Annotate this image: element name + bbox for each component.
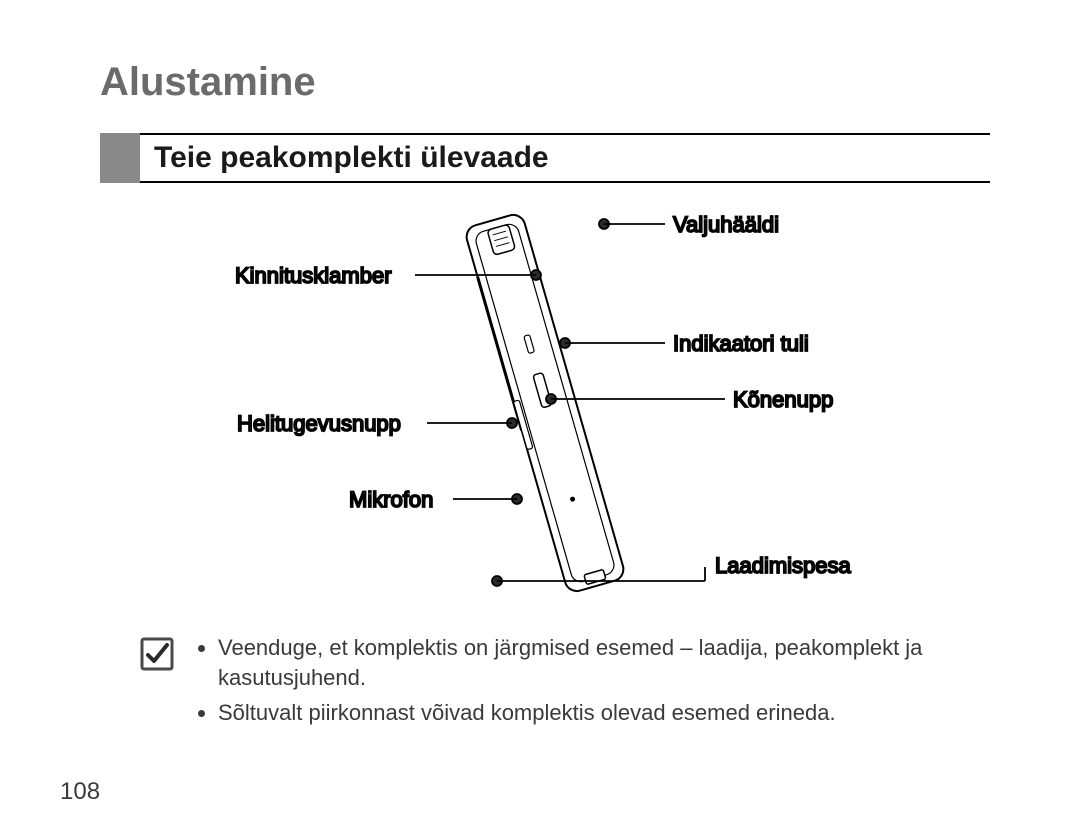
page-number: 108 xyxy=(60,778,100,806)
page-title: Alustamine xyxy=(100,60,990,105)
label-microphone: Mikrofon xyxy=(349,487,433,512)
label-clip: Kinnitusklamber xyxy=(235,263,392,288)
notes-block: Veenduge, et komplektis on järgmised ese… xyxy=(140,633,970,734)
label-talk-button: Kõnenupp xyxy=(733,387,833,412)
label-charging-port: Laadimispesa xyxy=(715,553,852,578)
label-volume-button: Helitugevusnupp xyxy=(237,411,401,436)
checkbox-icon xyxy=(140,637,174,671)
note-item: Veenduge, et komplektis on järgmised ese… xyxy=(218,633,970,692)
headset-diagram: Valjuhääldi Kinnitusklamber Indikaatori … xyxy=(165,203,925,603)
section-tab xyxy=(100,133,140,183)
section-heading: Teie peakomplekti ülevaade xyxy=(140,133,990,183)
diagram-container: Valjuhääldi Kinnitusklamber Indikaatori … xyxy=(100,203,990,603)
label-speaker: Valjuhääldi xyxy=(673,212,779,237)
manual-page: Alustamine Teie peakomplekti ülevaade xyxy=(0,0,1080,840)
section-bar: Teie peakomplekti ülevaade xyxy=(100,133,990,183)
notes-list: Veenduge, et komplektis on järgmised ese… xyxy=(196,633,970,734)
note-item: Sõltuvalt piirkonnast võivad komplektis … xyxy=(218,698,970,728)
label-indicator: Indikaatori tuli xyxy=(673,331,809,356)
